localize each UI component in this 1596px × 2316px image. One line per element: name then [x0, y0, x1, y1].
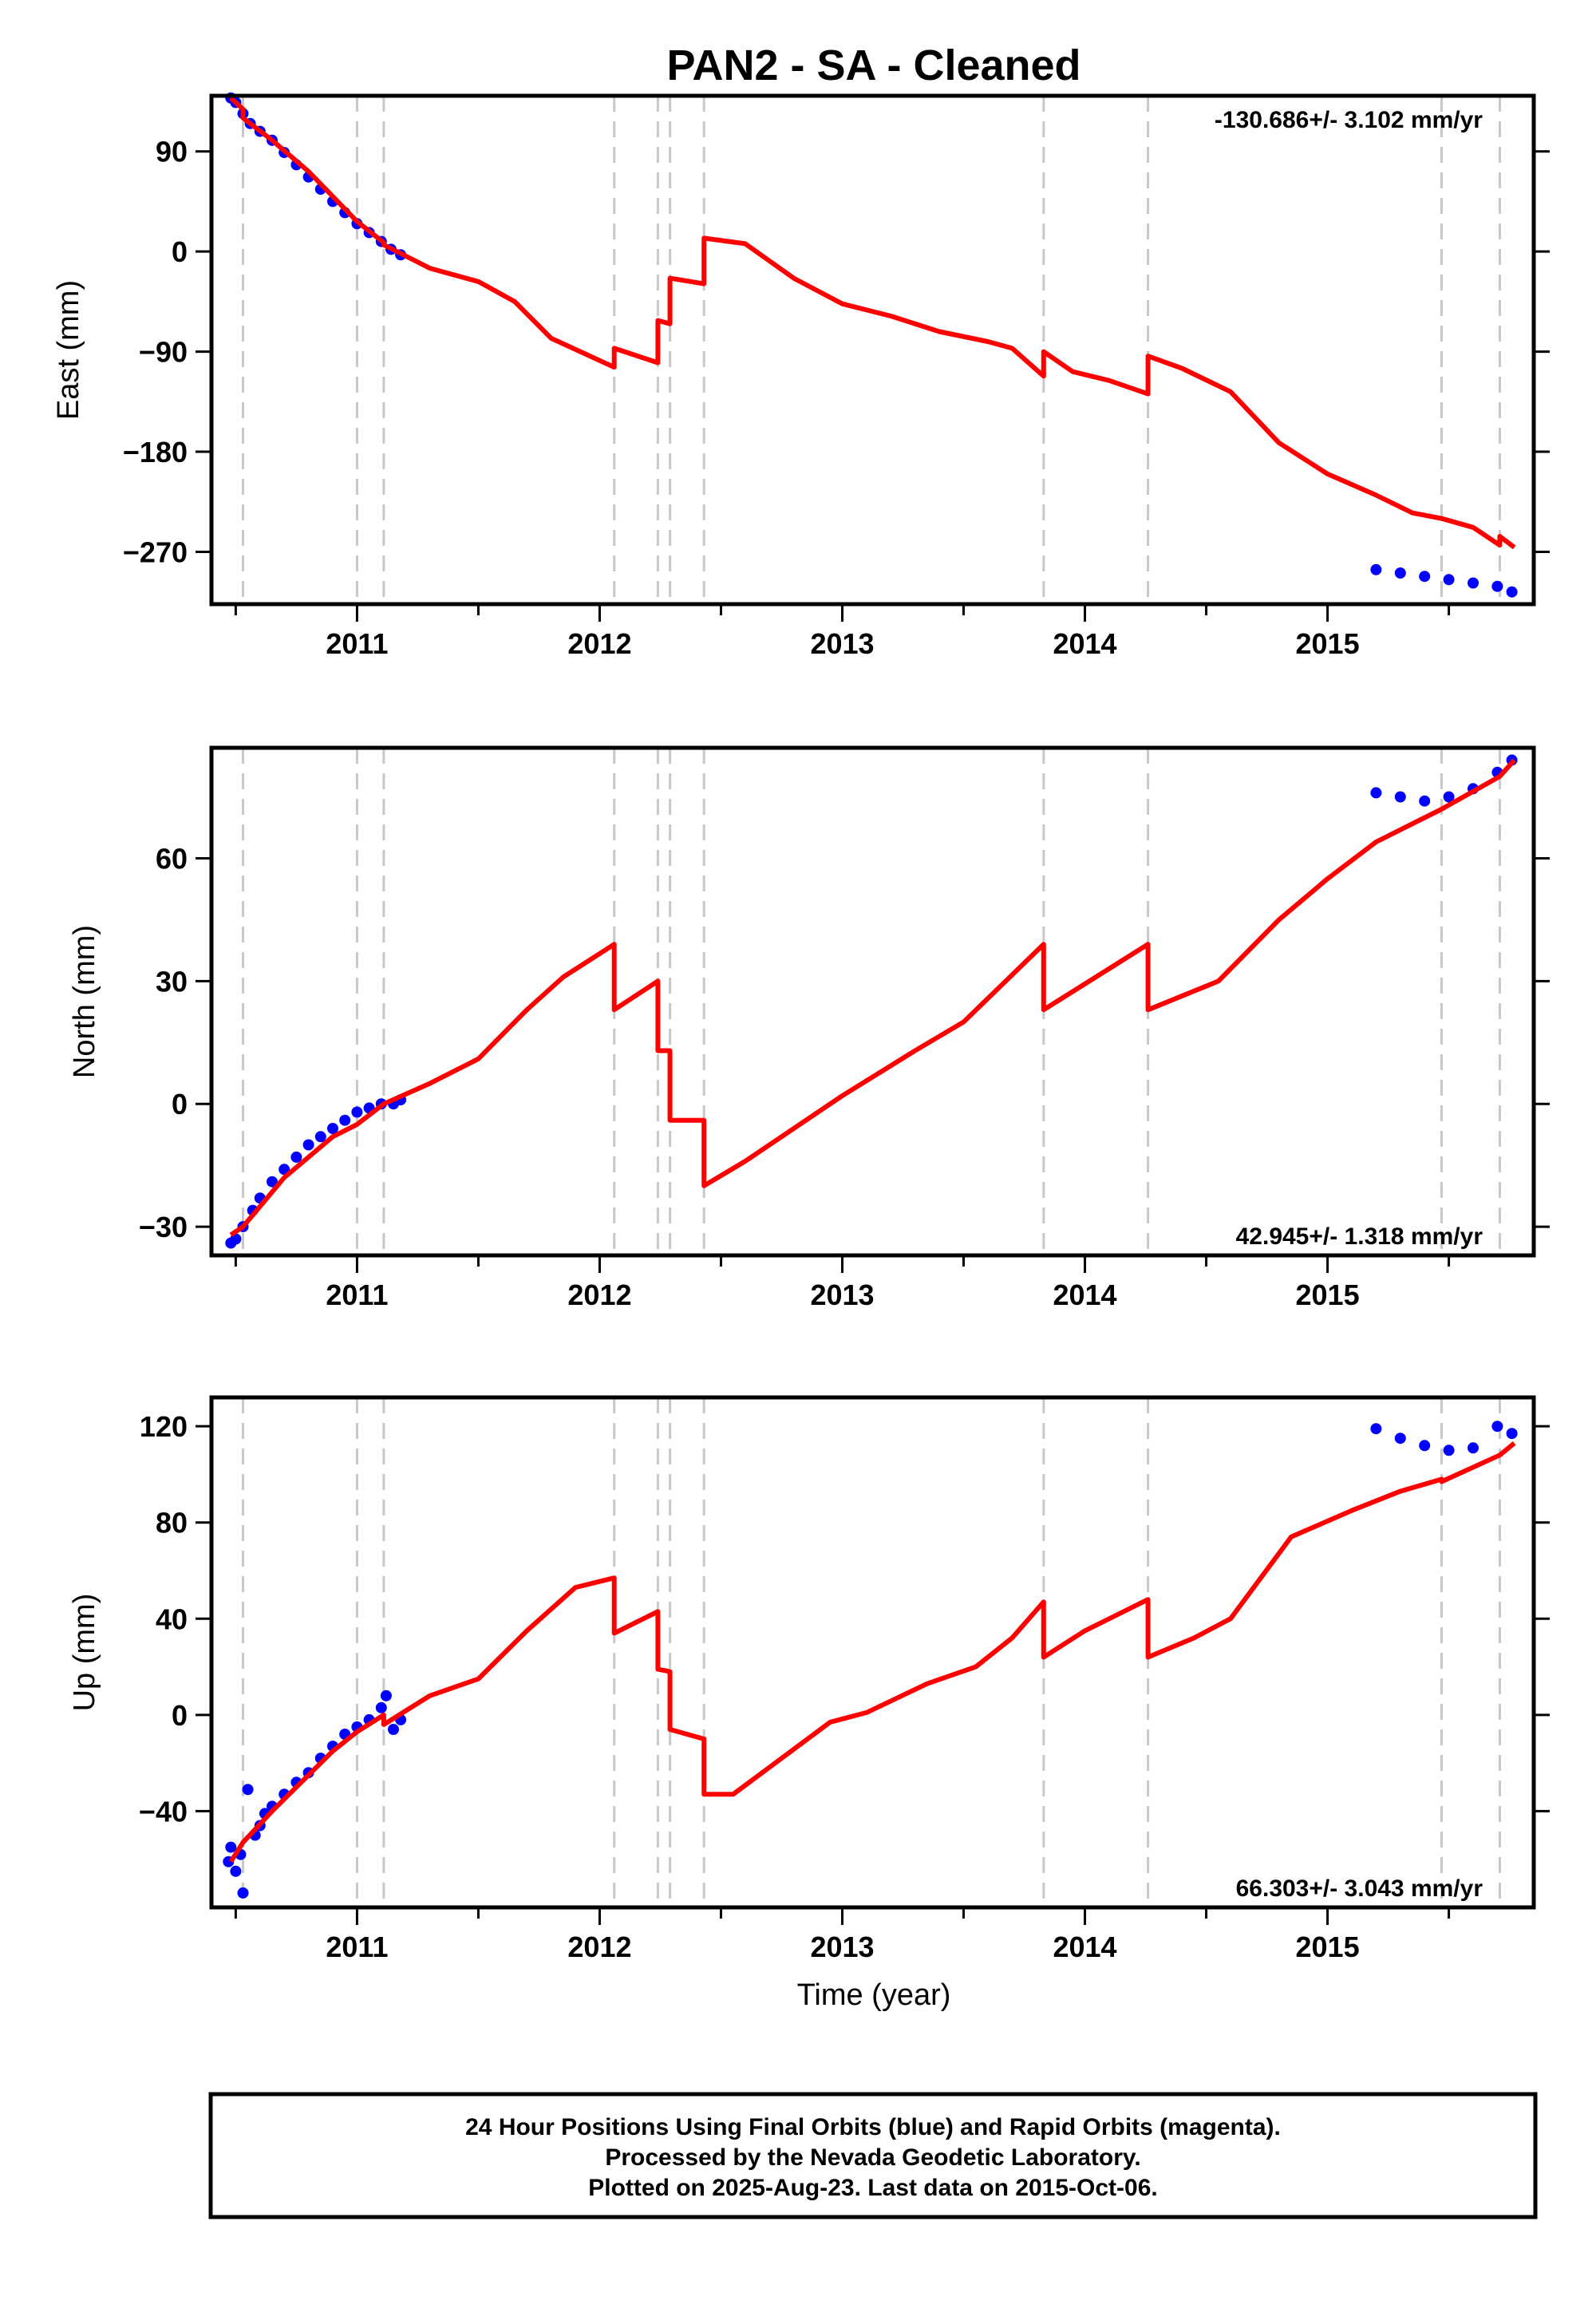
- up-panel: 2011 2012 2013 2014 2015 −40 0 40 80 120 Up (mm) 66…: [68, 1395, 1550, 1963]
- y-tick-label: 80: [156, 1507, 188, 1539]
- x-tick-label: 2015: [1296, 1279, 1360, 1311]
- observed-point: [1443, 1445, 1455, 1456]
- observed-point: [1491, 580, 1503, 592]
- observed-point: [242, 1784, 254, 1796]
- observed-point: [237, 1887, 249, 1899]
- x-tick-label: 2011: [326, 1279, 388, 1311]
- observed-point: [1394, 1433, 1406, 1445]
- observed-point: [327, 1123, 338, 1134]
- y-axis-label: North (mm): [68, 925, 101, 1078]
- footer-box: [208, 2092, 1538, 2219]
- y-tick-label: −180: [123, 436, 188, 468]
- y-tick-label: 90: [156, 136, 188, 168]
- rate-annotation: 42.945+/- 1.318 mm/yr: [1236, 1223, 1483, 1250]
- plot-frame: [209, 93, 1536, 607]
- north-panel: 2011 2012 2013 2014 2015 −30 0 30 60 North (mm) 42…: [68, 745, 1550, 1311]
- x-tick-label: 2012: [567, 627, 631, 660]
- observed-point: [388, 1724, 399, 1735]
- footer-line-3: Plotted on 2025-Aug-23. Last data on 201…: [588, 2175, 1158, 2201]
- observed-point: [1394, 791, 1406, 803]
- x-tick-label: 2013: [810, 1931, 874, 1963]
- observed-point: [1506, 586, 1518, 598]
- observed-point: [1370, 787, 1382, 799]
- observed-point: [380, 1690, 392, 1701]
- y-tick-label: −30: [139, 1211, 188, 1243]
- y-tick-label: 40: [156, 1603, 188, 1635]
- plot-frame: [209, 745, 1536, 1258]
- model-line: [228, 1441, 1516, 1863]
- observed-point: [1419, 571, 1431, 583]
- x-tick-label: 2014: [1053, 627, 1116, 660]
- y-tick-label: 0: [172, 1088, 188, 1120]
- x-tick-label: 2011: [326, 1931, 388, 1963]
- y-tick-label: 60: [156, 842, 188, 875]
- y-tick-label: −40: [139, 1795, 188, 1828]
- x-tick-label: 2015: [1296, 1931, 1360, 1963]
- observed-point: [351, 1106, 363, 1118]
- y-tick-label: 0: [172, 1699, 188, 1732]
- y-tick-label: 30: [156, 965, 188, 998]
- model-line: [229, 96, 1516, 550]
- observed-point: [314, 1131, 326, 1143]
- y-tick-label: 120: [140, 1410, 188, 1443]
- observed-point: [290, 1151, 302, 1163]
- observed-point: [1468, 1442, 1479, 1454]
- observed-point: [267, 1176, 278, 1188]
- observed-point: [1370, 563, 1382, 575]
- x-tick-label: 2012: [567, 1279, 631, 1311]
- rate-annotation: 66.303+/- 3.043 mm/yr: [1236, 1875, 1483, 1902]
- east-panel: 2011 2012 2013 2014 2015 −270 −180 −90 0 90 East (…: [52, 92, 1550, 660]
- observed-point: [1443, 574, 1455, 586]
- y-tick-label: −90: [139, 336, 188, 369]
- x-tick-label: 2013: [810, 1279, 874, 1311]
- plot-frame: [209, 1395, 1536, 1910]
- observed-point: [302, 1139, 314, 1151]
- footer-line-1: 24 Hour Positions Using Final Orbits (bl…: [465, 2114, 1281, 2140]
- footer-line-2: Processed by the Nevada Geodetic Laborat…: [605, 2144, 1140, 2171]
- observed-point: [375, 1701, 387, 1713]
- observed-point: [230, 1865, 242, 1877]
- observed-point: [1491, 1421, 1503, 1433]
- y-axis-label: East (mm): [52, 280, 85, 420]
- x-axis-label: Time (year): [797, 1978, 951, 2012]
- x-tick-label: 2012: [567, 1931, 631, 1963]
- x-tick-label: 2014: [1053, 1931, 1116, 1963]
- x-tick-label: 2014: [1053, 1279, 1116, 1311]
- observed-point: [1370, 1423, 1382, 1435]
- observed-point: [1419, 795, 1431, 807]
- model-line: [229, 758, 1516, 1237]
- chart-title: PAN2 - SA - Cleaned: [666, 41, 1080, 89]
- y-tick-label: 0: [172, 235, 188, 268]
- observed-point: [1506, 1428, 1518, 1440]
- x-tick-label: 2011: [326, 627, 388, 660]
- observed-point: [1443, 791, 1455, 803]
- y-axis-label: Up (mm): [68, 1594, 101, 1712]
- x-tick-label: 2013: [810, 627, 874, 660]
- observed-point: [1468, 577, 1479, 589]
- observed-point: [1419, 1440, 1431, 1452]
- y-tick-label: −270: [123, 536, 188, 568]
- observed-point: [339, 1114, 351, 1126]
- x-tick-label: 2015: [1296, 627, 1360, 660]
- observed-point: [1394, 567, 1406, 579]
- observed-point: [225, 1841, 237, 1853]
- rate-annotation: -130.686+/- 3.102 mm/yr: [1215, 107, 1483, 133]
